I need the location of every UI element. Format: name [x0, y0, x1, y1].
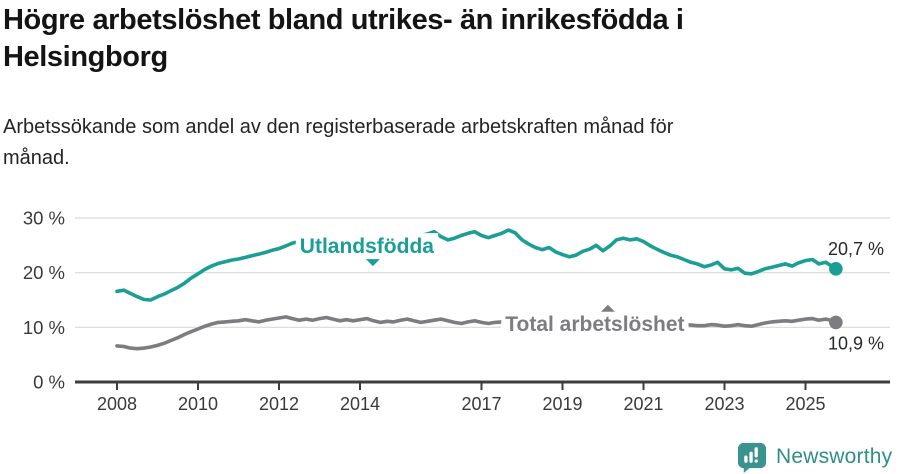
- y-tick-label: 20 %: [23, 262, 65, 283]
- series-end-value-1: 10,9 %: [828, 333, 884, 353]
- series-line-0: [115, 228, 838, 302]
- series-label-halo: [501, 310, 689, 338]
- x-tick-label: 2017: [461, 394, 501, 414]
- series-end-dot-1: [829, 315, 843, 330]
- chart-subtitle: Arbetssökande som andel av den registerb…: [3, 116, 674, 169]
- brand-footer: Newsworthy: [736, 440, 892, 473]
- x-tick-label: 2023: [704, 394, 744, 414]
- series-line-1: [115, 315, 838, 351]
- chart-title: Högre arbetslöshet bland utrikes- än inr…: [3, 4, 684, 73]
- line-chart: 30 % 20 % 10 % 0 % 2008 2010 2012 2014 2017 2019 2…: [23, 207, 890, 414]
- bar-chart-bar-tall: [754, 447, 758, 458]
- series-end-value-0: 20,7 %: [828, 239, 884, 259]
- bar-chart-bar-medium: [749, 451, 753, 463]
- x-tick-label: 2014: [340, 394, 380, 414]
- exclamation-dot: [754, 459, 758, 463]
- speech-bubble-tail: [743, 466, 752, 473]
- series-label-pointer-up-icon: [600, 304, 615, 312]
- x-tick-label: 2012: [259, 394, 299, 414]
- x-tick-label: 2010: [178, 394, 218, 414]
- series-label-1: Total arbetslöshet: [505, 313, 684, 336]
- bar-chart-bar-small: [744, 455, 748, 463]
- x-tick-label: 2019: [542, 394, 582, 414]
- x-tick-label: 2025: [785, 394, 825, 414]
- y-tick-label: 10 %: [23, 317, 65, 338]
- series-end-dot-0: [829, 262, 843, 276]
- series-label-pointer-down-icon: [365, 259, 380, 267]
- series-label-halo: [295, 233, 439, 261]
- brand-name: Newsworthy: [776, 444, 893, 468]
- series-label-0: Utlandsfödda: [300, 235, 434, 258]
- x-tick-label: 2008: [97, 394, 137, 414]
- y-tick-label: 0 %: [33, 372, 65, 393]
- x-tick-label: 2021: [623, 394, 663, 414]
- y-tick-label: 30 %: [23, 207, 65, 228]
- newsworthy-logo-icon: [737, 442, 767, 473]
